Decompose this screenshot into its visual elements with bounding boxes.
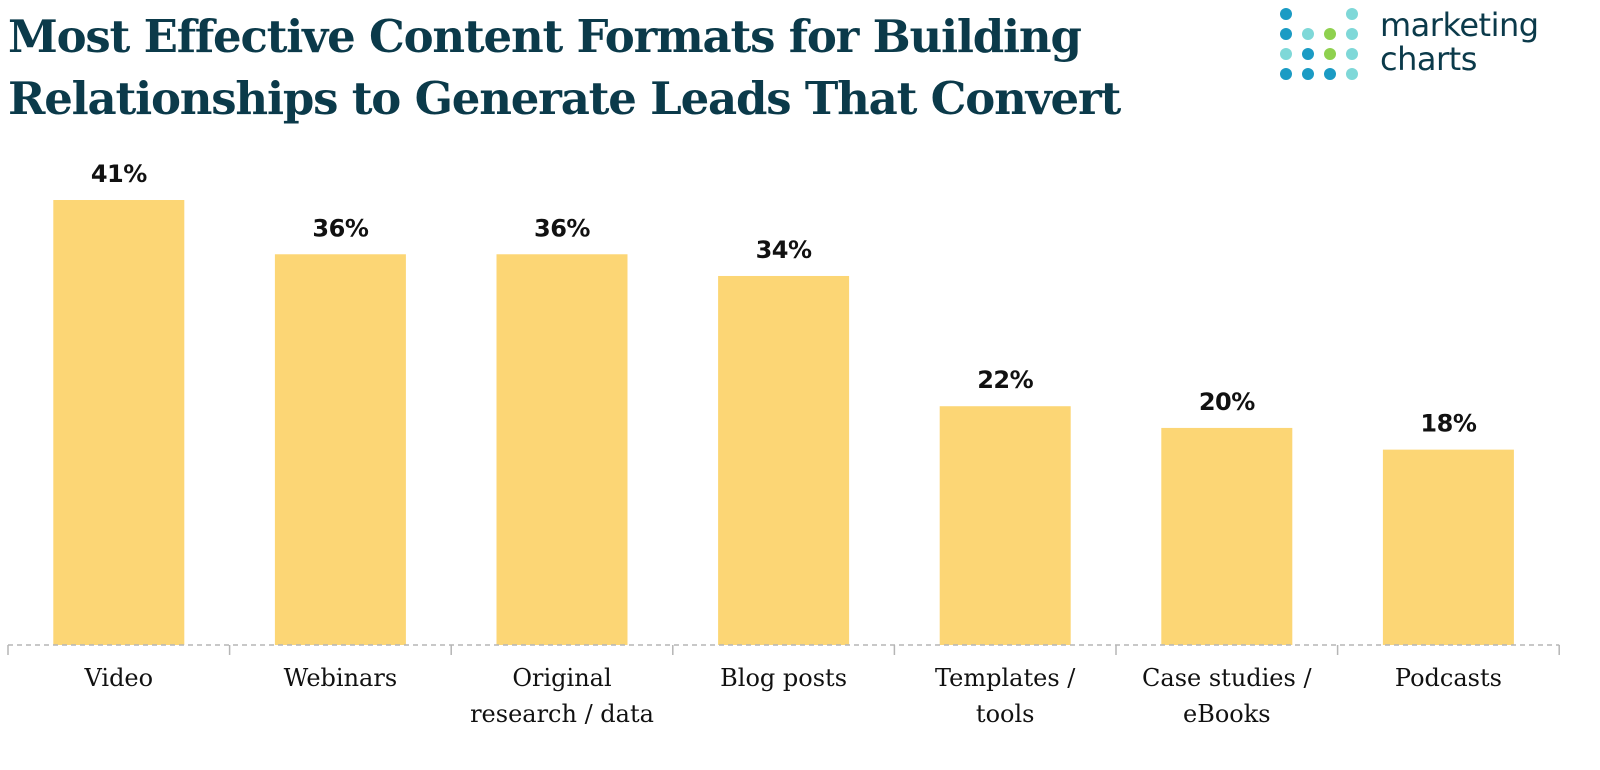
logo-dot <box>1346 48 1358 60</box>
bar <box>53 200 185 645</box>
logo-dots-icon <box>1280 8 1358 80</box>
value-label: 20% <box>1199 388 1255 416</box>
marketingcharts-logo: marketing charts <box>1278 6 1578 86</box>
bar <box>718 275 850 645</box>
chart-title-line-2: Relationships to Generate Leads That Con… <box>8 72 1121 125</box>
logo-dot <box>1324 28 1336 40</box>
logo-dot <box>1280 68 1292 80</box>
logo-line-1: marketing <box>1380 6 1539 44</box>
value-label: 22% <box>977 366 1033 394</box>
category-label: Templates / tools <box>935 664 1076 728</box>
bar <box>274 254 406 645</box>
bar <box>939 406 1071 645</box>
bar <box>496 254 628 645</box>
logo-dot <box>1346 68 1358 80</box>
value-label: 36% <box>312 214 368 242</box>
category-label: Video <box>83 664 153 692</box>
logo-dot <box>1302 48 1314 60</box>
logo-dot <box>1302 68 1314 80</box>
chart-title-line-1: Most Effective Content Formats for Build… <box>8 10 1082 63</box>
logo-line-2: charts <box>1380 40 1477 78</box>
logo-dot <box>1280 48 1292 60</box>
chart-title: Most Effective Content Formats for Build… <box>8 6 1121 130</box>
logo-dot <box>1346 28 1358 40</box>
value-label: 36% <box>534 214 590 242</box>
value-label: 41% <box>91 160 147 188</box>
category-label: Webinars <box>284 664 398 692</box>
category-label: Podcasts <box>1395 664 1502 692</box>
bar <box>1382 449 1514 645</box>
category-label: Blog posts <box>720 664 847 692</box>
category-label: Original research / data <box>470 664 654 728</box>
logo-dot <box>1302 28 1314 40</box>
logo-dot <box>1280 8 1292 20</box>
logo-dot <box>1346 8 1358 20</box>
value-label: 34% <box>756 236 812 264</box>
logo-dot <box>1280 28 1292 40</box>
bar <box>1161 427 1293 645</box>
category-label: Case studies / eBooks <box>1142 664 1312 728</box>
logo-dot <box>1324 68 1336 80</box>
value-label: 18% <box>1420 410 1476 438</box>
logo-wordmark: marketing charts <box>1380 8 1539 76</box>
logo-dot <box>1324 48 1336 60</box>
